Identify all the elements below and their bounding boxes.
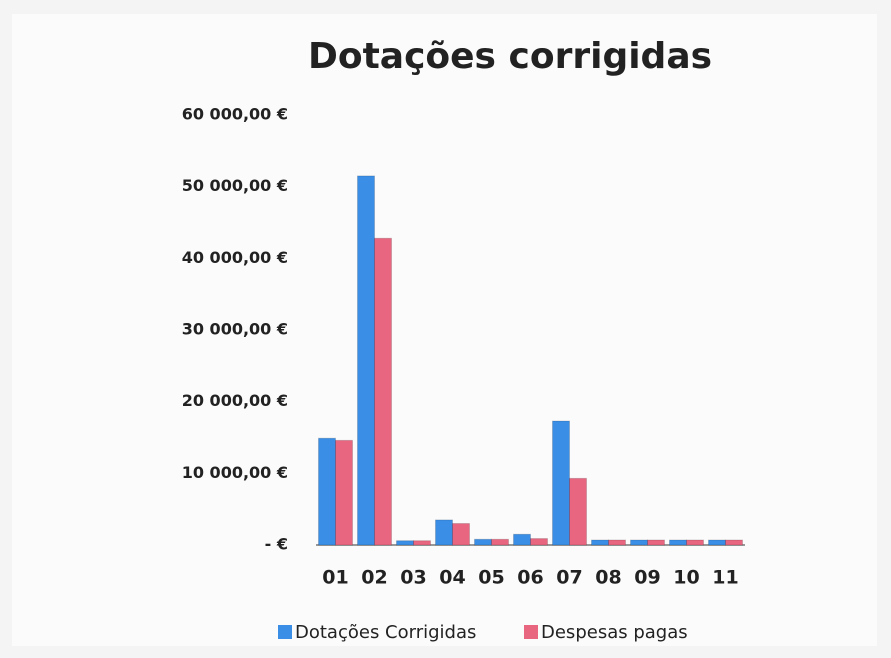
- x-tick-label: 11: [712, 567, 738, 589]
- bar: [608, 539, 626, 546]
- legend-swatch: [524, 625, 538, 639]
- x-tick-label: 09: [634, 567, 660, 589]
- bar: [318, 437, 336, 546]
- y-tick-label: 30 000,00 €: [182, 320, 288, 339]
- bar: [513, 533, 531, 546]
- x-tick-label: 03: [400, 567, 426, 589]
- bar: [435, 519, 453, 546]
- x-tick-label: 02: [361, 567, 387, 589]
- bar: [491, 538, 509, 546]
- bar: [686, 539, 704, 546]
- bar: [335, 439, 353, 546]
- x-tick-label: 07: [556, 567, 582, 589]
- bar: [591, 539, 609, 546]
- bar: [396, 540, 414, 546]
- bar: [725, 539, 743, 546]
- y-tick-label: 50 000,00 €: [182, 176, 288, 195]
- bar: [357, 175, 375, 546]
- bar: [647, 539, 665, 546]
- legend-swatch: [278, 625, 292, 639]
- x-tick-label: 10: [673, 567, 699, 589]
- legend-label: Dotações Corrigidas: [295, 622, 476, 643]
- chart-title: Dotações corrigidas: [308, 36, 712, 77]
- y-tick-label: 40 000,00 €: [182, 248, 288, 267]
- legend-label: Despesas pagas: [541, 622, 688, 643]
- x-tick-label: 06: [517, 567, 543, 589]
- bar: [669, 539, 687, 546]
- chart-background: [12, 14, 877, 646]
- x-tick-label: 01: [322, 567, 348, 589]
- bar: [413, 540, 431, 546]
- bar: [474, 538, 492, 546]
- x-tick-label: 04: [439, 567, 465, 589]
- y-tick-label: 20 000,00 €: [182, 391, 288, 410]
- y-tick-label: 10 000,00 €: [182, 463, 288, 482]
- bar: [374, 237, 392, 546]
- x-tick-label: 05: [478, 567, 504, 589]
- bar: [708, 539, 726, 546]
- x-tick-label: 08: [595, 567, 621, 589]
- bar: [452, 523, 470, 546]
- bar: [569, 477, 587, 546]
- y-tick-label: - €: [265, 535, 288, 554]
- bar: [530, 538, 548, 546]
- bar: [630, 539, 648, 546]
- y-tick-label: 60 000,00 €: [182, 105, 288, 124]
- bar: [552, 420, 570, 546]
